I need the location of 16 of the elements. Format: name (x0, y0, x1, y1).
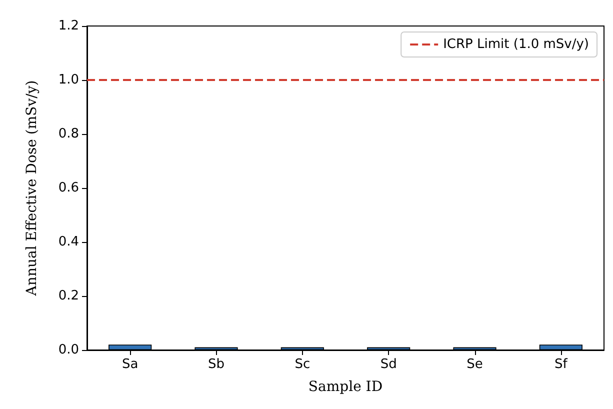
y-axis-title: Annual Effective Dose (mSv/y) (24, 80, 40, 297)
y-tick-label: 0.4 (58, 234, 79, 250)
y-tick-label: 0.6 (58, 180, 79, 196)
x-axis-title: Sample ID (308, 379, 383, 395)
x-tick-label: Sf (554, 357, 568, 372)
legend-label: ICRP Limit (1.0 mSv/y) (443, 37, 590, 52)
y-tick-label: 1.0 (58, 72, 79, 88)
y-tick-label: 0.0 (58, 342, 79, 358)
y-tick-label: 1.2 (58, 18, 79, 34)
x-tick-label: Sd (380, 357, 397, 372)
x-tick-label: Sb (208, 357, 225, 372)
x-tick-label: Sa (122, 357, 138, 372)
x-tick-label: Sc (294, 357, 310, 372)
x-tick-label: Se (466, 357, 483, 372)
y-tick-label: 0.2 (58, 288, 79, 304)
y-tick-label: 0.8 (58, 126, 79, 142)
